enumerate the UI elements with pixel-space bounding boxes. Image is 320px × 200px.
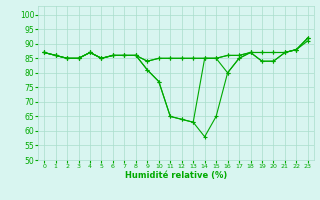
X-axis label: Humidité relative (%): Humidité relative (%) <box>125 171 227 180</box>
